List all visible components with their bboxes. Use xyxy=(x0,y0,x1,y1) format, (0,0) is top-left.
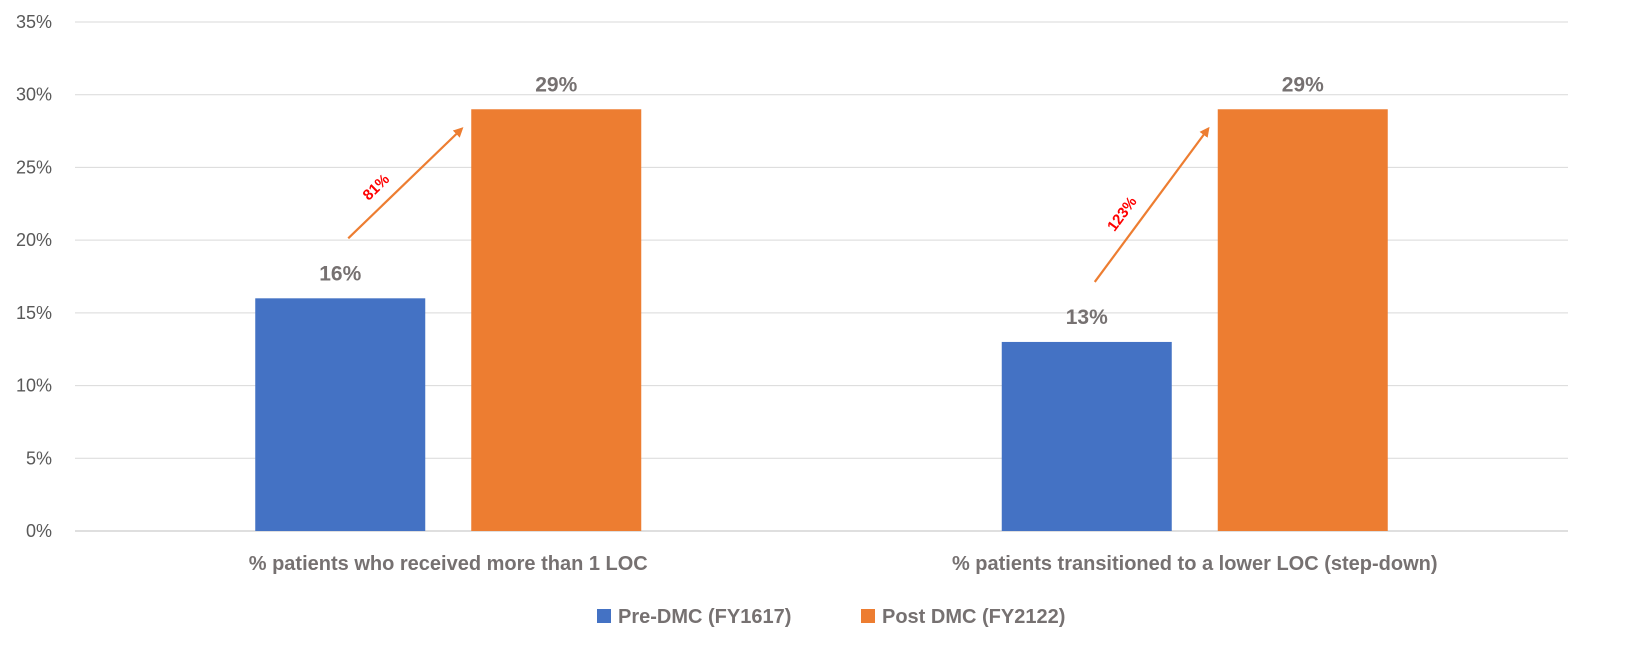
y-tick-label: 30% xyxy=(16,85,52,105)
y-tick-label: 5% xyxy=(26,448,52,468)
bar-value-label: 29% xyxy=(535,73,577,96)
bar-pre-dmc xyxy=(255,298,426,531)
bar-value-label: 13% xyxy=(1066,306,1108,329)
bar-post-dmc xyxy=(1217,109,1388,531)
bar-pre-dmc xyxy=(1001,341,1172,531)
y-axis-tick-labels: 0% 5% 10% 15% 20% 25% 30% 35% xyxy=(16,12,52,541)
growth-arrow xyxy=(1093,126,1210,283)
category-label: % patients transitioned to a lower LOC (… xyxy=(952,553,1438,575)
bar-value-label: 29% xyxy=(1282,73,1324,96)
category-labels: % patients who received more than 1 LOC%… xyxy=(249,553,1438,575)
y-tick-label: 10% xyxy=(16,376,52,396)
legend-swatch xyxy=(597,609,611,623)
bar-value-label: 16% xyxy=(319,262,361,285)
y-tick-label: 25% xyxy=(16,157,52,177)
y-tick-label: 20% xyxy=(16,230,52,250)
bar-post-dmc xyxy=(471,109,642,531)
bars xyxy=(255,109,1388,531)
legend-label: Pre-DMC (FY1617) xyxy=(618,606,791,628)
legend-label: Post DMC (FY2122) xyxy=(882,606,1065,628)
y-tick-label: 15% xyxy=(16,303,52,323)
category-label: % patients who received more than 1 LOC xyxy=(249,553,648,575)
legend-swatch xyxy=(861,609,875,623)
growth-arrow xyxy=(347,127,464,240)
y-tick-label: 35% xyxy=(16,12,52,32)
data-labels: 16% 13% 29% 29% xyxy=(319,73,1324,329)
legend: Pre-DMC (FY1617) Post DMC (FY2122) xyxy=(597,606,1065,628)
y-tick-label: 0% xyxy=(26,521,52,541)
